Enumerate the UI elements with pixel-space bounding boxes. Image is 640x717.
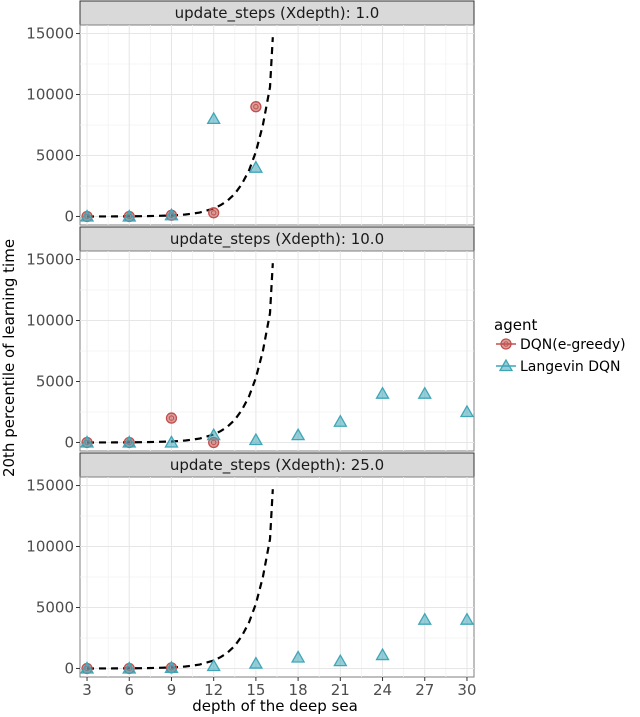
panel-strip-title: update_steps (Xdepth): 25.0 bbox=[170, 456, 384, 475]
x-tick-label: 24 bbox=[373, 681, 392, 699]
y-tick-label: 5000 bbox=[36, 146, 74, 164]
langevin-point bbox=[375, 386, 390, 399]
panel-3: update_steps (Xdepth): 25.0 0 5000 10000 150… bbox=[26, 452, 477, 699]
langevin-point bbox=[80, 209, 95, 222]
langevin-point bbox=[206, 658, 221, 672]
x-axis-title: depth of the deep sea bbox=[192, 697, 358, 715]
panel-1: update_steps (Xdepth): 1.0 0 5000 10000 1500… bbox=[26, 0, 475, 226]
panel-2: update_steps (Xdepth): 10.0 0 5000 10000 150… bbox=[26, 226, 475, 452]
langevin-point bbox=[206, 427, 221, 441]
legend-key-dqn bbox=[500, 338, 512, 350]
panel-strip bbox=[79, 452, 475, 478]
langevin-point bbox=[290, 650, 306, 663]
langevin-point bbox=[248, 160, 264, 173]
x-tick-label: 15 bbox=[246, 681, 265, 699]
langevin-point bbox=[164, 435, 179, 448]
legend-key-langevin bbox=[498, 358, 514, 372]
y-tick-label: 10000 bbox=[26, 86, 74, 104]
series-langevin-dqn bbox=[80, 386, 474, 448]
y-tick-label: 5000 bbox=[36, 372, 74, 390]
panel-strip bbox=[79, 226, 475, 252]
langevin-point bbox=[248, 432, 264, 446]
langevin-point bbox=[164, 207, 179, 221]
langevin-point bbox=[248, 656, 264, 669]
dqn-point-inner bbox=[253, 104, 259, 110]
panel-strip bbox=[79, 0, 475, 26]
x-tick-label: 12 bbox=[204, 681, 223, 699]
langevin-point bbox=[459, 612, 474, 625]
y-axis-title: 20th percentile of learning time bbox=[0, 239, 18, 477]
y-tick-label: 5000 bbox=[36, 598, 74, 616]
x-tick-label: 27 bbox=[415, 681, 434, 699]
series-langevin-dqn bbox=[80, 612, 474, 674]
langevin-point bbox=[122, 209, 137, 222]
langevin-point bbox=[333, 414, 348, 427]
langevin-point bbox=[290, 427, 306, 441]
langevin-point bbox=[122, 435, 137, 448]
x-tick-label: 30 bbox=[457, 681, 476, 699]
langevin-point bbox=[80, 435, 95, 448]
y-tick-label: 0 bbox=[64, 433, 74, 451]
langevin-point bbox=[122, 661, 137, 674]
legend-title: agent bbox=[494, 316, 537, 334]
x-tick-label: 18 bbox=[289, 681, 308, 699]
dqn-point-inner bbox=[210, 210, 217, 216]
legend-key-dqn-inner bbox=[503, 341, 509, 347]
x-tick-label: 3 bbox=[82, 681, 92, 699]
y-tick-label: 10000 bbox=[26, 538, 74, 556]
y-tick-label: 0 bbox=[64, 659, 74, 677]
series-langevin-dqn bbox=[80, 111, 264, 222]
panel-strip-title: update_steps (Xdepth): 1.0 bbox=[175, 4, 380, 23]
y-tick-label: 15000 bbox=[26, 251, 74, 269]
dqn-point bbox=[165, 412, 178, 424]
langevin-point bbox=[206, 111, 221, 125]
legend-entry-label: DQN(e-greedy) bbox=[520, 337, 626, 353]
langevin-point bbox=[80, 661, 95, 674]
langevin-point bbox=[164, 660, 179, 674]
x-tick-label: 6 bbox=[124, 681, 134, 699]
panel-strip-title: update_steps (Xdepth): 10.0 bbox=[170, 230, 384, 249]
x-tick-label: 9 bbox=[167, 681, 177, 699]
y-tick-label: 15000 bbox=[26, 477, 74, 495]
langevin-point bbox=[333, 653, 348, 667]
dqn-point-inner bbox=[168, 415, 175, 421]
langevin-point bbox=[417, 612, 432, 625]
dqn-point bbox=[250, 101, 262, 113]
langevin-point bbox=[459, 404, 474, 418]
y-tick-label: 15000 bbox=[26, 25, 74, 43]
y-tick-label: 0 bbox=[64, 207, 74, 225]
legend-entry-label: Langevin DQN bbox=[520, 359, 621, 375]
legend: agent DQN(e-greedy) Langevin DQN bbox=[494, 316, 626, 375]
langevin-point bbox=[375, 647, 390, 661]
x-tick-label: 21 bbox=[331, 681, 350, 699]
langevin-point bbox=[417, 386, 432, 399]
y-tick-label: 10000 bbox=[26, 312, 74, 330]
dqn-point bbox=[208, 207, 220, 219]
